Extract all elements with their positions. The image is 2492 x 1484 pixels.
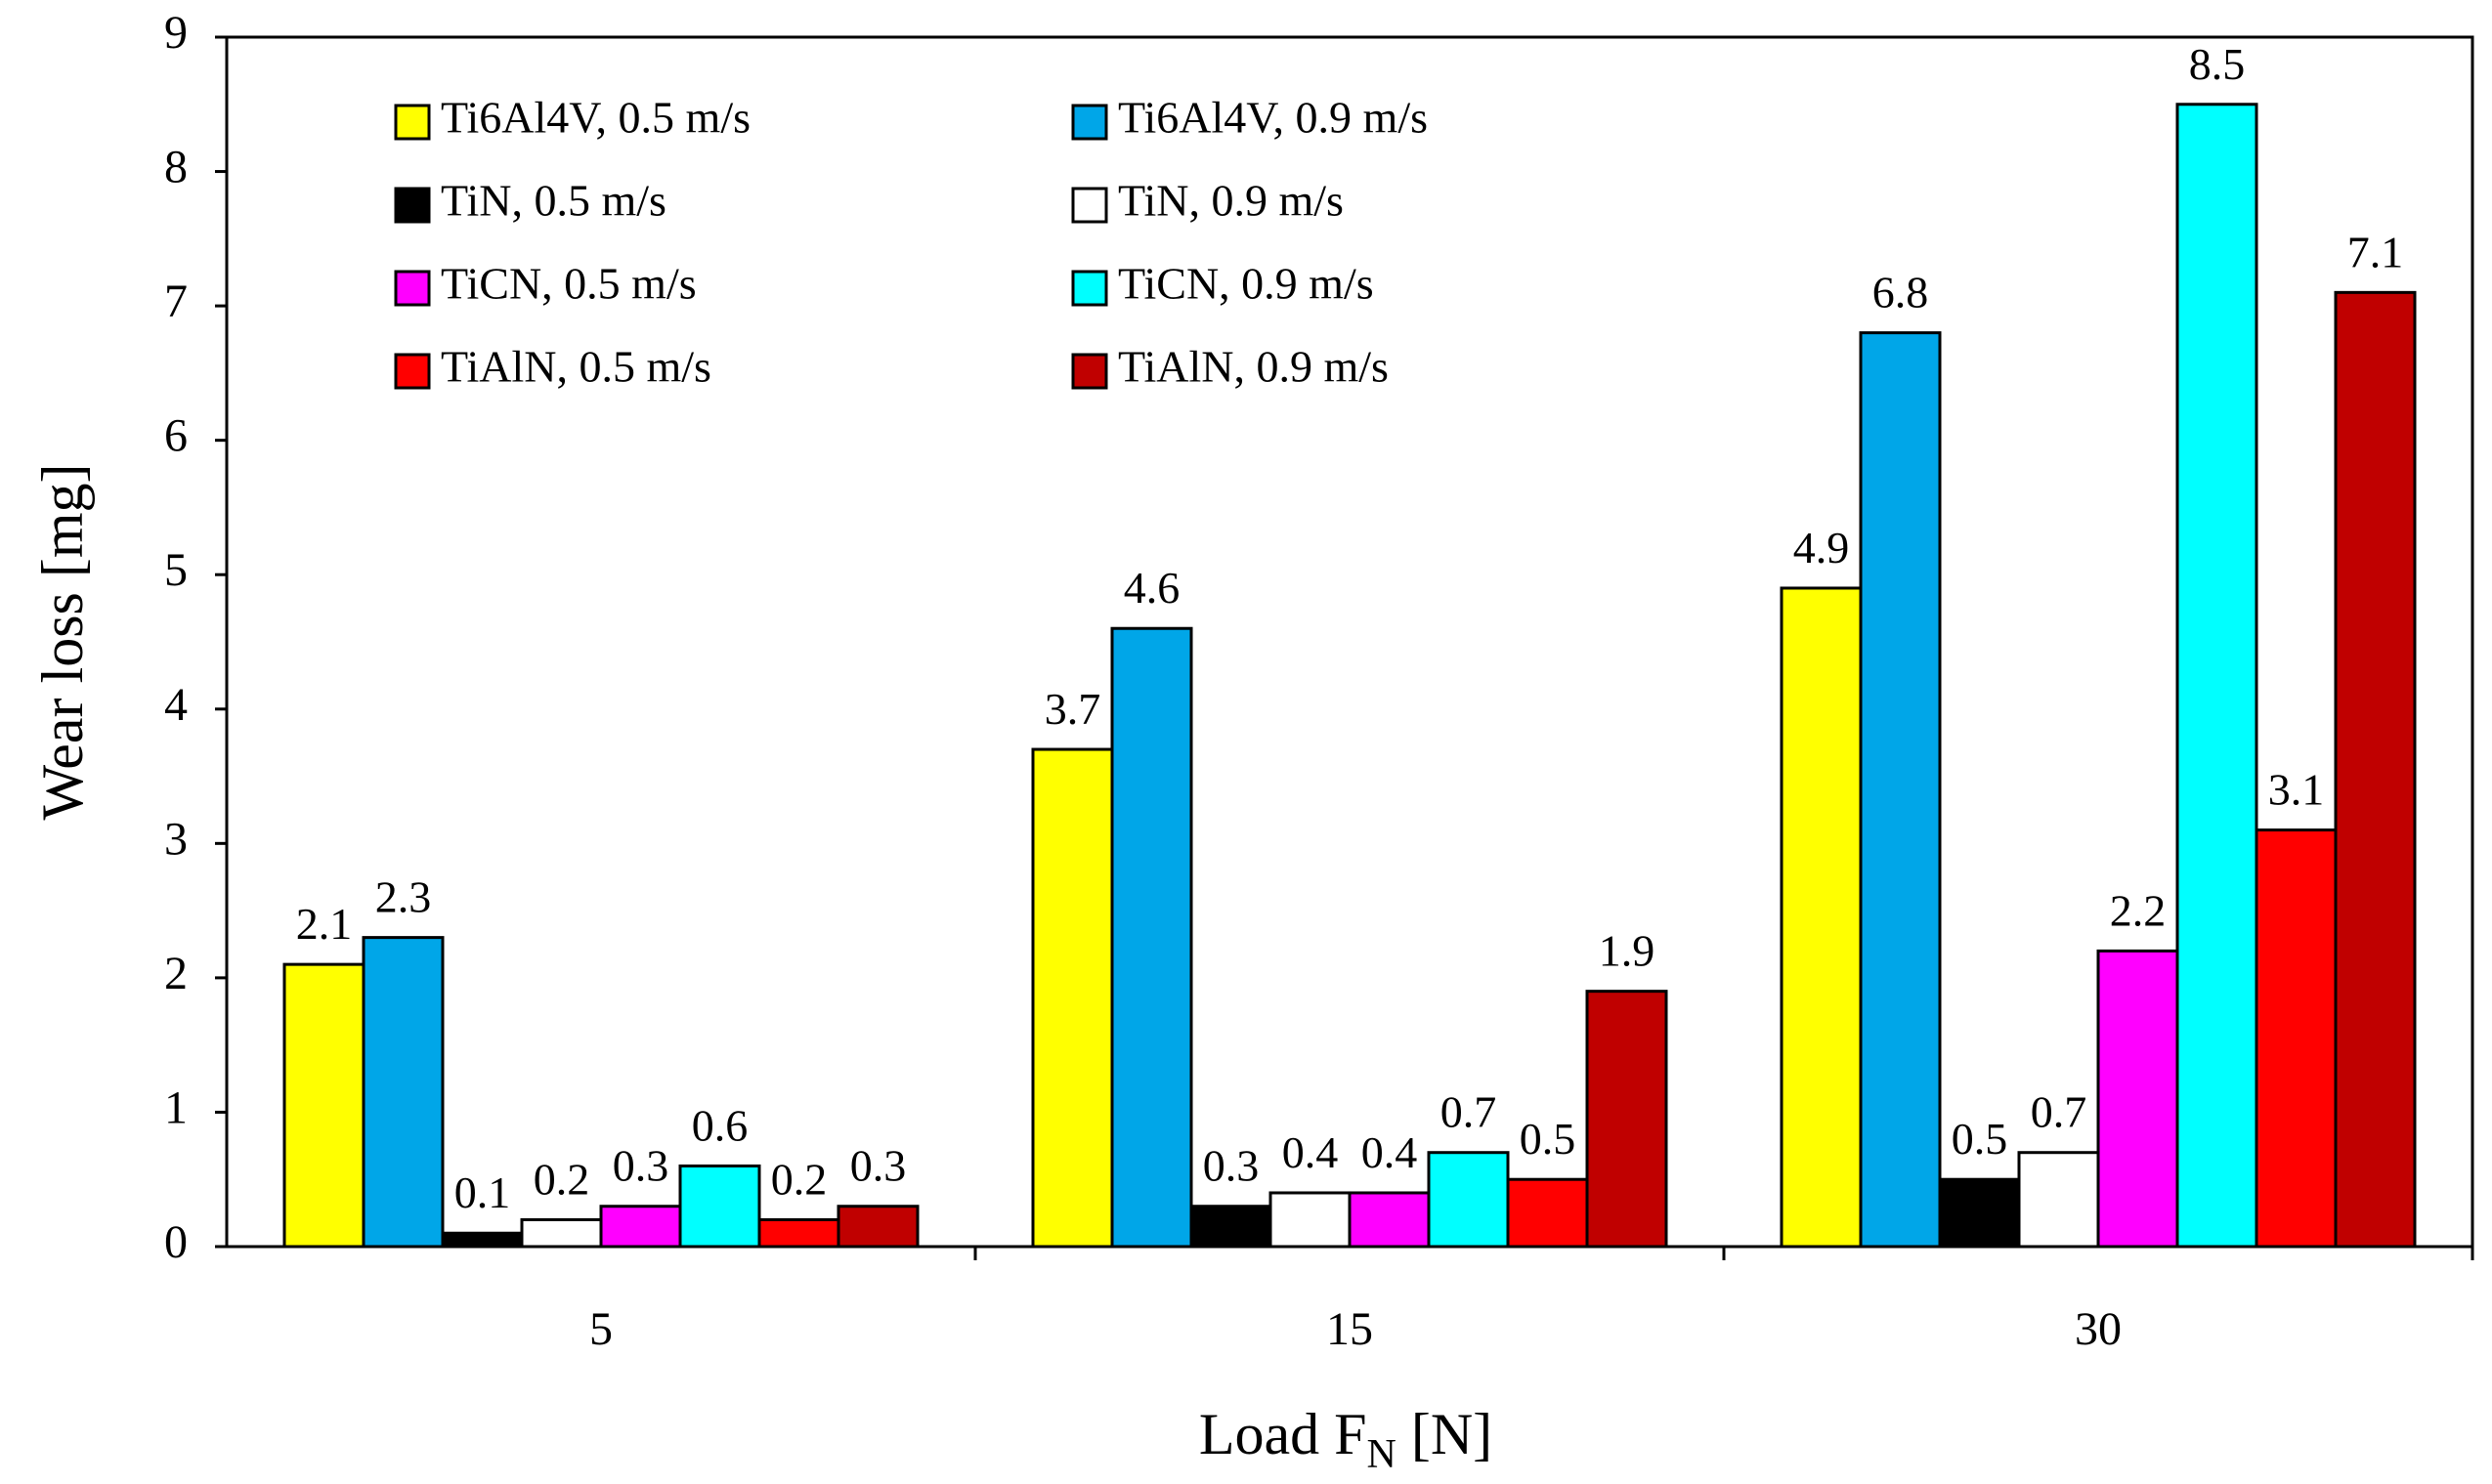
data-label: 8.5 <box>2189 39 2246 89</box>
data-label: 0.7 <box>1440 1087 1497 1137</box>
data-label: 3.1 <box>2268 765 2325 815</box>
bar <box>837 1205 920 1249</box>
data-label: 0.5 <box>1520 1114 1576 1164</box>
bar <box>757 1217 840 1249</box>
bar <box>678 1164 761 1249</box>
legend-swatch <box>1071 353 1108 390</box>
data-label: 0.2 <box>771 1154 828 1204</box>
y-tick-label: 8 <box>164 142 188 193</box>
bar <box>2175 103 2258 1249</box>
bar <box>362 936 445 1249</box>
bar <box>1859 331 1942 1249</box>
data-label: 0.3 <box>613 1141 669 1191</box>
x-axis-title-subscript: N <box>1367 1432 1396 1477</box>
bar <box>1268 1191 1352 1249</box>
data-label: 6.8 <box>1872 268 1929 318</box>
legend-label: Ti6Al4V, 0.9 m/s <box>1118 93 1428 143</box>
bar <box>520 1217 603 1249</box>
data-label: 1.9 <box>1599 926 1655 976</box>
data-label: 2.1 <box>296 899 353 949</box>
y-tick-label: 0 <box>164 1216 188 1268</box>
x-tick-label: 30 <box>2075 1303 2122 1355</box>
bar <box>1348 1191 1431 1249</box>
x-axis-title-main: Load F <box>1199 1402 1367 1466</box>
bar <box>2017 1151 2100 1249</box>
data-label: 2.2 <box>2110 885 2167 935</box>
bar <box>1427 1151 1510 1249</box>
y-axis-ticks: 0 1 2 3 4 5 6 7 8 9 <box>164 7 227 1268</box>
x-axis-title-unit: [N] <box>1396 1402 1492 1466</box>
data-label: 0.4 <box>1361 1127 1418 1177</box>
data-label: 0.4 <box>1282 1127 1339 1177</box>
legend: Ti6Al4V, 0.5 m/s Ti6Al4V, 0.9 m/s TiN, 0.5… <box>394 93 1428 392</box>
y-tick-label: 2 <box>164 948 188 999</box>
data-label: 0.7 <box>2031 1087 2087 1137</box>
y-tick-label: 6 <box>164 410 188 462</box>
y-axis-title: Wear loss [mg] <box>30 463 95 820</box>
x-axis-ticks: 5 15 30 <box>589 1247 2474 1355</box>
x-tick-label: 15 <box>1326 1303 1373 1355</box>
y-tick-label: 7 <box>164 276 188 327</box>
bar <box>1506 1177 1589 1249</box>
y-tick-label: 9 <box>164 7 188 59</box>
legend-label: TiCN, 0.5 m/s <box>441 259 697 309</box>
bar <box>441 1231 524 1249</box>
bar <box>1938 1177 2021 1249</box>
bar <box>1110 626 1193 1249</box>
legend-swatch <box>394 353 431 390</box>
data-label: 4.6 <box>1124 563 1181 613</box>
bar <box>1189 1205 1272 1249</box>
legend-label: TiN, 0.9 m/s <box>1118 176 1344 226</box>
bar <box>1780 586 1863 1249</box>
legend-label: TiN, 0.5 m/s <box>441 176 666 226</box>
data-label: 0.2 <box>534 1154 590 1204</box>
y-tick-label: 4 <box>164 679 188 731</box>
bar <box>2255 828 2338 1249</box>
data-label: 0.5 <box>1952 1114 2008 1164</box>
legend-swatch <box>1071 104 1108 141</box>
legend-label: TiAlN, 0.9 m/s <box>1118 342 1389 392</box>
bar <box>2334 290 2417 1249</box>
data-label: 4.9 <box>1793 523 1850 572</box>
data-label: 3.7 <box>1045 684 1101 734</box>
legend-swatch <box>394 104 431 141</box>
legend-swatch <box>1071 187 1108 224</box>
x-tick-label: 5 <box>589 1303 613 1355</box>
y-tick-label: 5 <box>164 544 188 596</box>
legend-swatch <box>1071 270 1108 307</box>
bar <box>2096 949 2179 1249</box>
legend-swatch <box>394 270 431 307</box>
legend-label: Ti6Al4V, 0.5 m/s <box>441 93 751 143</box>
bars-group <box>282 103 2417 1249</box>
bar <box>1031 747 1114 1249</box>
bar <box>599 1205 682 1249</box>
data-labels-group: 2.1 2.3 0.1 0.2 0.3 0.6 0.2 0.3 3.7 4.6 0.3 0.4 0.4 0… <box>296 39 2404 1217</box>
bar <box>1585 990 1668 1249</box>
y-tick-label: 3 <box>164 813 188 865</box>
data-label: 0.3 <box>850 1141 907 1191</box>
data-label: 0.1 <box>454 1167 511 1217</box>
bar <box>282 962 365 1249</box>
data-label: 2.3 <box>375 872 432 922</box>
legend-swatch <box>394 187 431 224</box>
legend-label: TiAlN, 0.5 m/s <box>441 342 711 392</box>
legend-label: TiCN, 0.9 m/s <box>1118 259 1374 309</box>
x-axis-title: Load FN [N] <box>1199 1402 1492 1477</box>
data-label: 7.1 <box>2347 227 2404 276</box>
y-tick-label: 1 <box>164 1081 188 1133</box>
data-label: 0.6 <box>692 1100 749 1150</box>
data-label: 0.3 <box>1203 1141 1260 1191</box>
